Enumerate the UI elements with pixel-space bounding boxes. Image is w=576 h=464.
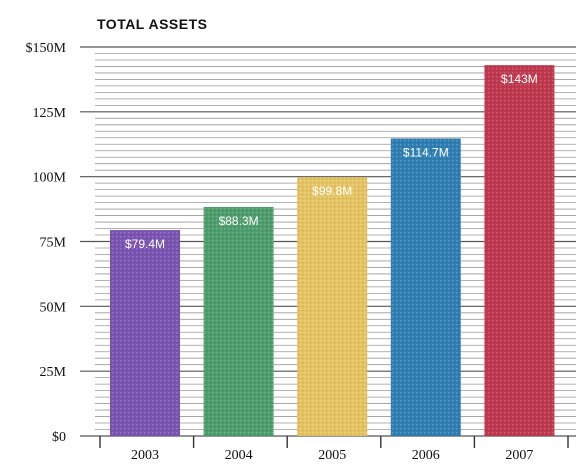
x-tick-label: 2003 [131,448,159,463]
bar-texture [110,230,180,436]
y-tick-label: $0 [52,430,66,445]
bar-value-label: $88.3M [219,214,259,228]
y-tick-label: 100M [33,171,67,186]
bar-texture [390,138,461,437]
bars: $79.4M $88.3M $99.8M $114.7M $143M [110,65,555,437]
y-tick-label: 75M [40,236,67,251]
bar-value-label: $143M [501,72,538,86]
x-tick-label: 2004 [225,448,253,463]
chart-title: TOTAL ASSETS [97,16,208,32]
bar-value-label: $99.8M [312,184,352,198]
x-axis-ticks: 2003 2004 2005 2006 2007 [99,436,569,463]
bar-texture [203,207,274,436]
bar-texture [484,65,555,437]
bar-value-label: $79.4M [125,237,165,251]
y-tick-label: 125M [33,106,67,121]
x-tick-label: 2007 [505,448,533,463]
y-tick-label: 50M [40,300,67,315]
x-tick-label: 2005 [318,448,346,463]
bar-texture [297,177,368,436]
x-tick-label: 2006 [412,448,440,463]
y-tick-label: 25M [40,365,67,380]
y-axis-ticks: $0 25M 50M 75M 100M 125M $150M [26,41,67,445]
bar-value-label: $114.7M [403,146,449,160]
y-tick-label: $150M [26,41,67,56]
